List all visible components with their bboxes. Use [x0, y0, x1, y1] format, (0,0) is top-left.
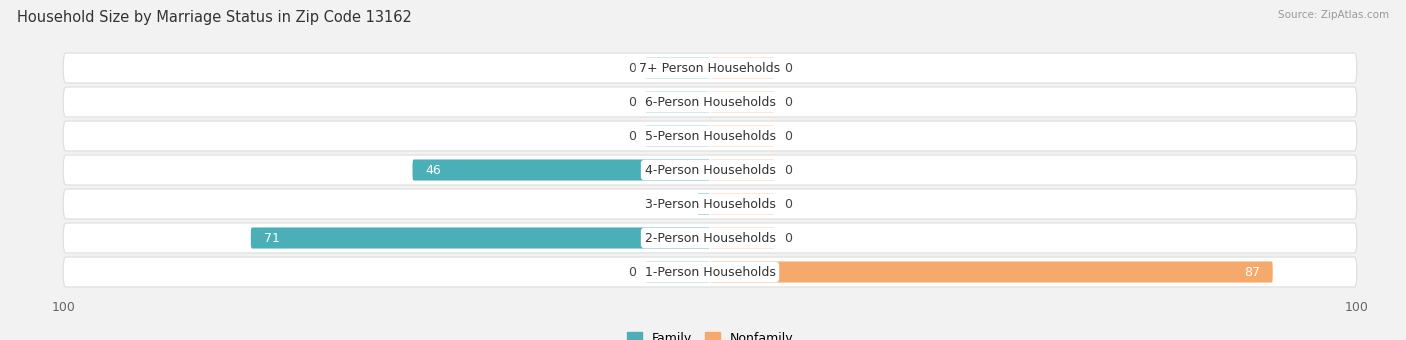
FancyBboxPatch shape [63, 87, 1357, 117]
Text: 5-Person Households: 5-Person Households [644, 130, 776, 142]
FancyBboxPatch shape [710, 91, 775, 113]
Text: 7+ Person Households: 7+ Person Households [640, 62, 780, 74]
FancyBboxPatch shape [645, 57, 710, 79]
Text: 0: 0 [627, 130, 636, 142]
FancyBboxPatch shape [645, 125, 710, 147]
Legend: Family, Nonfamily: Family, Nonfamily [627, 332, 793, 340]
Text: 2: 2 [679, 198, 688, 210]
FancyBboxPatch shape [63, 223, 1357, 253]
FancyBboxPatch shape [710, 125, 775, 147]
FancyBboxPatch shape [710, 227, 775, 249]
FancyBboxPatch shape [412, 159, 710, 181]
Text: 4-Person Households: 4-Person Households [644, 164, 776, 176]
FancyBboxPatch shape [710, 57, 775, 79]
FancyBboxPatch shape [250, 227, 710, 249]
Text: 0: 0 [627, 62, 636, 74]
Text: 2-Person Households: 2-Person Households [644, 232, 776, 244]
Text: 71: 71 [264, 232, 280, 244]
Text: Household Size by Marriage Status in Zip Code 13162: Household Size by Marriage Status in Zip… [17, 10, 412, 25]
FancyBboxPatch shape [710, 261, 1272, 283]
Text: 0: 0 [785, 164, 793, 176]
FancyBboxPatch shape [645, 261, 710, 283]
FancyBboxPatch shape [63, 121, 1357, 151]
Text: 46: 46 [426, 164, 441, 176]
FancyBboxPatch shape [63, 155, 1357, 185]
FancyBboxPatch shape [63, 257, 1357, 287]
FancyBboxPatch shape [63, 189, 1357, 219]
Text: Source: ZipAtlas.com: Source: ZipAtlas.com [1278, 10, 1389, 20]
Text: 6-Person Households: 6-Person Households [644, 96, 776, 108]
Text: 0: 0 [785, 232, 793, 244]
Text: 87: 87 [1244, 266, 1260, 278]
Text: 1-Person Households: 1-Person Households [644, 266, 776, 278]
Text: 0: 0 [785, 130, 793, 142]
Text: 0: 0 [627, 96, 636, 108]
Text: 0: 0 [627, 266, 636, 278]
Text: 0: 0 [785, 96, 793, 108]
FancyBboxPatch shape [697, 193, 710, 215]
FancyBboxPatch shape [645, 91, 710, 113]
Text: 3-Person Households: 3-Person Households [644, 198, 776, 210]
FancyBboxPatch shape [63, 53, 1357, 83]
FancyBboxPatch shape [710, 193, 775, 215]
Text: 0: 0 [785, 62, 793, 74]
Text: 0: 0 [785, 198, 793, 210]
FancyBboxPatch shape [710, 159, 775, 181]
